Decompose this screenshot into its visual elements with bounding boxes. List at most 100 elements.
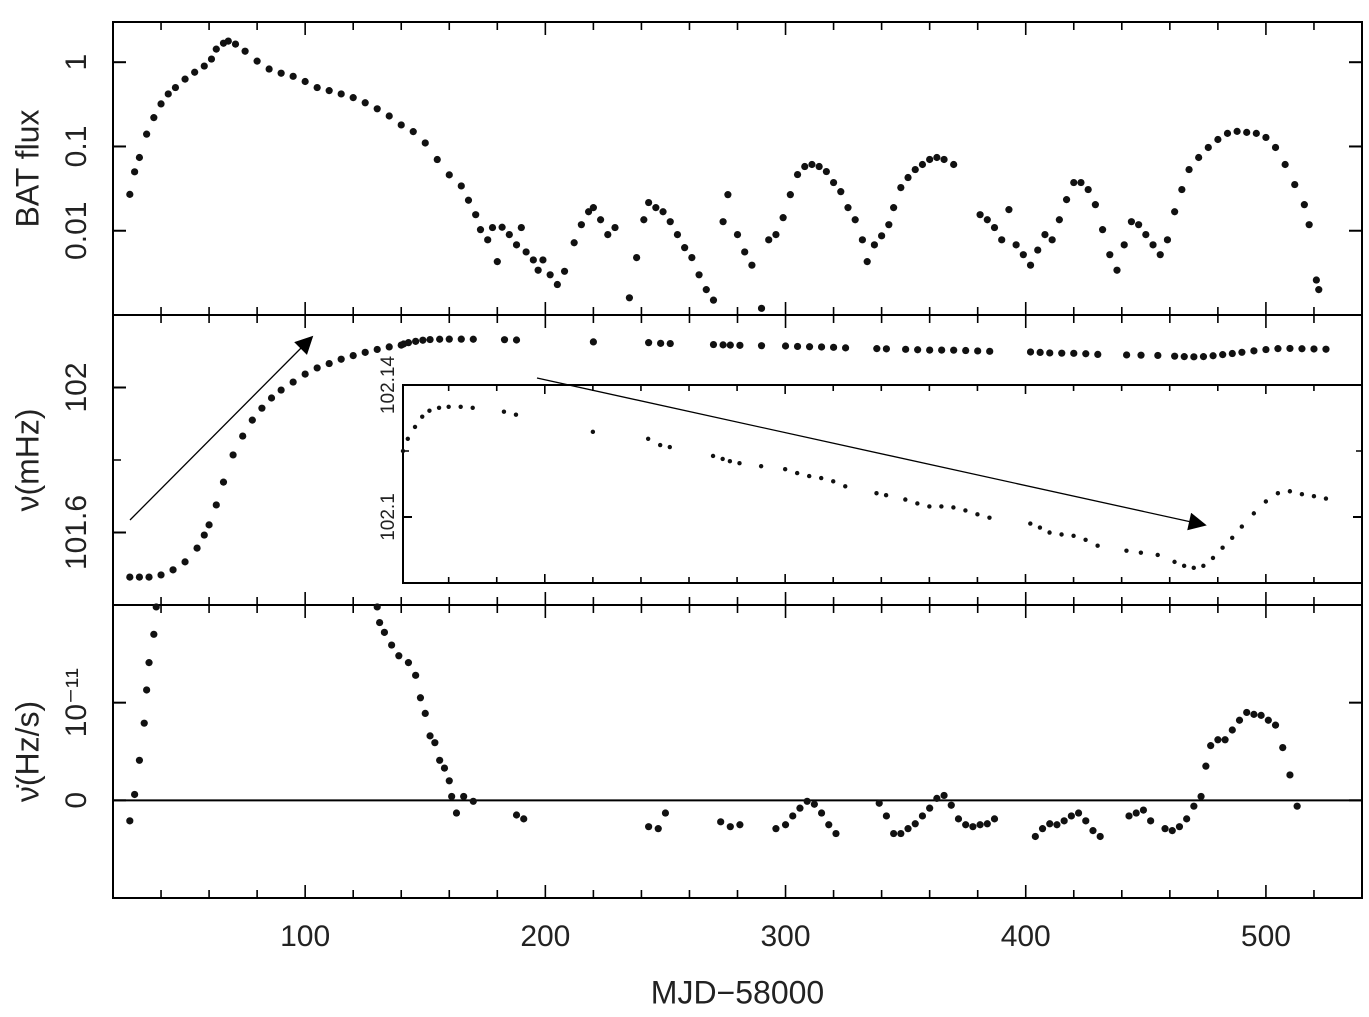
data-point xyxy=(277,69,285,77)
data-point xyxy=(938,346,946,354)
y-tick-label: 1 xyxy=(60,54,93,71)
data-point xyxy=(719,218,727,226)
data-point xyxy=(460,792,468,801)
data-point xyxy=(843,484,848,489)
data-point xyxy=(241,47,249,55)
data-point xyxy=(135,756,144,764)
data-point xyxy=(431,739,439,747)
data-point xyxy=(926,804,934,812)
data-point xyxy=(1137,351,1145,359)
data-point xyxy=(1038,825,1047,833)
data-point xyxy=(737,461,742,466)
data-point xyxy=(1230,535,1235,540)
data-point xyxy=(625,294,634,302)
data-point xyxy=(710,453,716,459)
data-point xyxy=(832,829,840,838)
y-axis-label: ν(mHz) xyxy=(9,408,45,511)
data-point xyxy=(709,340,718,349)
data-point xyxy=(1210,555,1216,561)
data-point xyxy=(1223,129,1232,137)
data-point xyxy=(469,335,477,343)
data-point xyxy=(1195,153,1203,162)
data-point xyxy=(1199,353,1208,361)
data-point xyxy=(1031,832,1039,841)
data-point xyxy=(1271,721,1280,729)
data-point xyxy=(719,341,727,349)
data-point xyxy=(484,236,492,244)
data-point xyxy=(131,790,139,799)
data-point xyxy=(1089,827,1097,835)
data-point xyxy=(1251,511,1257,516)
data-point xyxy=(1163,236,1172,244)
data-point xyxy=(870,241,879,249)
data-point xyxy=(810,800,818,808)
data-point xyxy=(248,416,256,424)
data-point xyxy=(1113,266,1121,274)
data-point xyxy=(1262,345,1270,354)
data-point xyxy=(1123,351,1131,359)
data-point xyxy=(657,339,665,347)
data-point xyxy=(633,253,641,262)
data-point xyxy=(736,341,744,349)
data-point xyxy=(427,408,432,413)
data-point xyxy=(200,62,208,70)
data-point xyxy=(1026,348,1035,356)
data-point xyxy=(897,184,905,192)
data-point xyxy=(416,694,425,702)
data-point xyxy=(1281,160,1289,169)
data-point xyxy=(171,83,180,92)
data-point xyxy=(748,261,756,269)
data-point xyxy=(1235,716,1244,724)
data-point xyxy=(301,370,309,378)
data-point xyxy=(143,686,151,694)
data-point xyxy=(822,167,830,176)
data-point xyxy=(1286,344,1294,353)
data-point xyxy=(1037,525,1043,530)
data-point xyxy=(652,204,660,212)
data-point xyxy=(1219,351,1227,359)
data-point xyxy=(1257,711,1265,719)
data-point xyxy=(207,55,216,63)
data-point xyxy=(741,248,749,256)
data-point xyxy=(758,463,764,469)
data-point xyxy=(1046,820,1054,828)
data-point xyxy=(882,345,891,353)
data-point xyxy=(157,100,165,108)
arrows xyxy=(129,335,1207,531)
data-point xyxy=(590,429,596,435)
data-point xyxy=(1055,216,1063,224)
data-point xyxy=(1095,543,1100,548)
data-point xyxy=(1262,133,1270,142)
data-point xyxy=(539,256,547,264)
data-point xyxy=(1127,218,1136,226)
data-point xyxy=(258,404,266,412)
y-tick-label: 102.1 xyxy=(378,493,399,541)
data-point xyxy=(193,544,201,552)
data-point xyxy=(976,211,984,219)
data-point xyxy=(534,266,542,274)
data-point xyxy=(164,90,172,98)
data-point xyxy=(666,339,674,348)
data-point xyxy=(126,573,134,581)
inset-frame xyxy=(402,384,1363,584)
data-point xyxy=(560,267,569,275)
data-point xyxy=(513,412,519,417)
data-point xyxy=(1019,251,1027,259)
data-point xyxy=(640,216,648,224)
data-point xyxy=(1094,350,1102,359)
data-point xyxy=(289,378,297,386)
data-point xyxy=(224,37,232,45)
data-point xyxy=(793,170,802,179)
data-point xyxy=(1171,352,1179,360)
data-point xyxy=(436,756,444,764)
data-point xyxy=(1132,809,1140,817)
y-axis-label: ν̇(Hz/s) xyxy=(9,701,45,802)
data-point xyxy=(645,436,651,441)
data-point xyxy=(1311,494,1317,499)
data-point xyxy=(476,226,485,234)
data-point xyxy=(409,128,417,136)
data-point xyxy=(1098,226,1107,234)
data-point xyxy=(265,65,273,73)
data-point xyxy=(1096,832,1104,841)
data-point xyxy=(231,40,240,48)
